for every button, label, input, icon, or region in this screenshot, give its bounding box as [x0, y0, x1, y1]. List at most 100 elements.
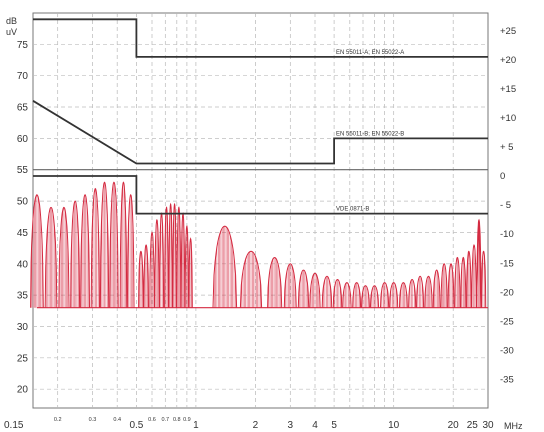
emission-peak-outline	[212, 225, 238, 308]
emission-fill-lines	[353, 282, 360, 308]
x-tick-label: 0.3	[89, 417, 97, 423]
emission-harmonic-peak	[138, 250, 144, 308]
emission-peak-outline	[164, 206, 169, 308]
emission-fill-lines	[434, 270, 439, 308]
x-tick-label: 4	[312, 420, 318, 431]
emission-peak-outline	[239, 250, 263, 308]
emission-harmonic-peak	[164, 206, 169, 308]
emission-peak-outline	[440, 263, 448, 308]
emission-peak-outline	[309, 272, 321, 308]
grid-lines	[33, 13, 488, 408]
y-tick-label-left: 45	[17, 228, 29, 239]
emission-peak-outline	[119, 181, 128, 308]
y-tick-label-right: - 5	[500, 200, 511, 211]
y-unit-line-1: dB	[6, 16, 17, 26]
emission-fill-lines	[241, 251, 261, 308]
emission-harmonic-peak	[109, 181, 119, 308]
emission-fill-lines	[473, 248, 476, 308]
emission-fill-lines	[285, 264, 296, 308]
emission-harmonic-peak	[399, 282, 408, 308]
emission-harmonic-peak	[58, 206, 70, 308]
y-tick-label-right: -10	[500, 229, 514, 240]
emission-fill-lines	[442, 264, 447, 308]
x-tick-label: 2	[253, 420, 259, 431]
emission-fill-lines	[323, 276, 331, 308]
emission-fill-lines	[334, 279, 341, 308]
x-tick-label: 0.7	[161, 417, 169, 423]
emission-fill-lines	[299, 270, 308, 308]
emission-harmonic-peak	[188, 237, 193, 308]
emission-harmonic-peak	[352, 282, 362, 308]
plot-area-frame	[32, 12, 489, 409]
emission-fill-lines	[461, 257, 465, 308]
y-tick-label-left: 20	[17, 385, 29, 396]
limit-line	[33, 18, 488, 58]
y-tick-label-right: -25	[500, 316, 514, 327]
emission-peak-outline	[380, 282, 390, 308]
y-tick-label-left: 70	[17, 71, 29, 82]
y-tick-label-right: -30	[500, 345, 514, 356]
emission-harmonic-peak	[369, 285, 380, 308]
emission-harmonic-peak	[389, 282, 399, 308]
x-tick-label: 0.5	[129, 420, 143, 431]
x-tick-label: 1	[193, 420, 199, 431]
emission-fill-lines	[101, 182, 108, 308]
emission-harmonic-peak	[342, 282, 352, 308]
emission-harmonic-peak	[184, 225, 190, 308]
emission-harmonic-peak	[168, 202, 173, 308]
emission-fill-lines	[343, 282, 350, 308]
y-tick-label-right: + 5	[500, 142, 513, 153]
emission-end-spike	[475, 219, 482, 308]
emission-peak-outline	[143, 244, 149, 308]
emission-spectrum	[30, 181, 488, 309]
emission-harmonic-peak	[432, 269, 441, 308]
emission-fill-lines	[478, 224, 480, 308]
emission-peak-outline	[109, 181, 119, 308]
emission-harmonic-peak	[90, 187, 100, 308]
x-tick-label: 20	[448, 420, 460, 431]
emission-harmonic-peak	[460, 256, 467, 308]
emission-harmonic-peak	[283, 263, 297, 308]
emission-peak-outline	[342, 282, 352, 308]
emission-fill-lines	[46, 208, 56, 308]
emission-fill-lines	[214, 226, 236, 308]
emission-fill-lines	[182, 219, 184, 308]
y-tick-label-right: -35	[500, 375, 514, 386]
emission-peak-outline	[80, 194, 90, 308]
limit-line	[33, 175, 488, 215]
emission-peak-outline	[297, 269, 310, 308]
x-tick-label: 30	[482, 420, 494, 431]
emission-harmonic-peak	[447, 263, 455, 308]
emission-harmonic-peak	[424, 275, 433, 308]
emission-peak-outline	[267, 256, 283, 308]
emission-harmonic-peak	[99, 181, 110, 308]
emission-fill-lines	[178, 213, 180, 308]
y-tick-label-right: +25	[500, 26, 516, 37]
emission-harmonic-peak	[154, 218, 160, 308]
emission-harmonic-peak	[267, 256, 283, 308]
y-tick-label-left: 50	[17, 197, 29, 208]
limit-line	[32, 100, 488, 165]
emission-fill-lines	[425, 276, 432, 308]
y-tick-label-right: -20	[500, 287, 514, 298]
emission-harmonic-peak	[172, 202, 177, 308]
emission-harmonic-peak	[361, 285, 370, 308]
emission-fill-lines	[71, 202, 79, 308]
emission-peak-outline	[283, 263, 297, 308]
emission-peak-outline	[188, 237, 193, 308]
y-tick-label-right: +20	[500, 55, 516, 66]
emission-fill-lines	[409, 280, 415, 308]
x-tick-label: 25	[467, 420, 479, 431]
emission-fill-lines	[169, 210, 172, 308]
emission-harmonic-peak	[380, 282, 390, 308]
y-tick-label-left: 25	[17, 353, 29, 364]
emission-fill-lines	[173, 210, 176, 308]
emission-fill-lines	[165, 213, 168, 308]
emission-harmonic-peak	[481, 250, 487, 308]
emission-harmonic-peak	[30, 194, 44, 308]
y-tick-label-left: 40	[17, 259, 29, 270]
emission-peak-outline	[369, 285, 380, 308]
emission-fill-lines	[121, 184, 126, 308]
emission-fill-lines	[417, 277, 423, 308]
